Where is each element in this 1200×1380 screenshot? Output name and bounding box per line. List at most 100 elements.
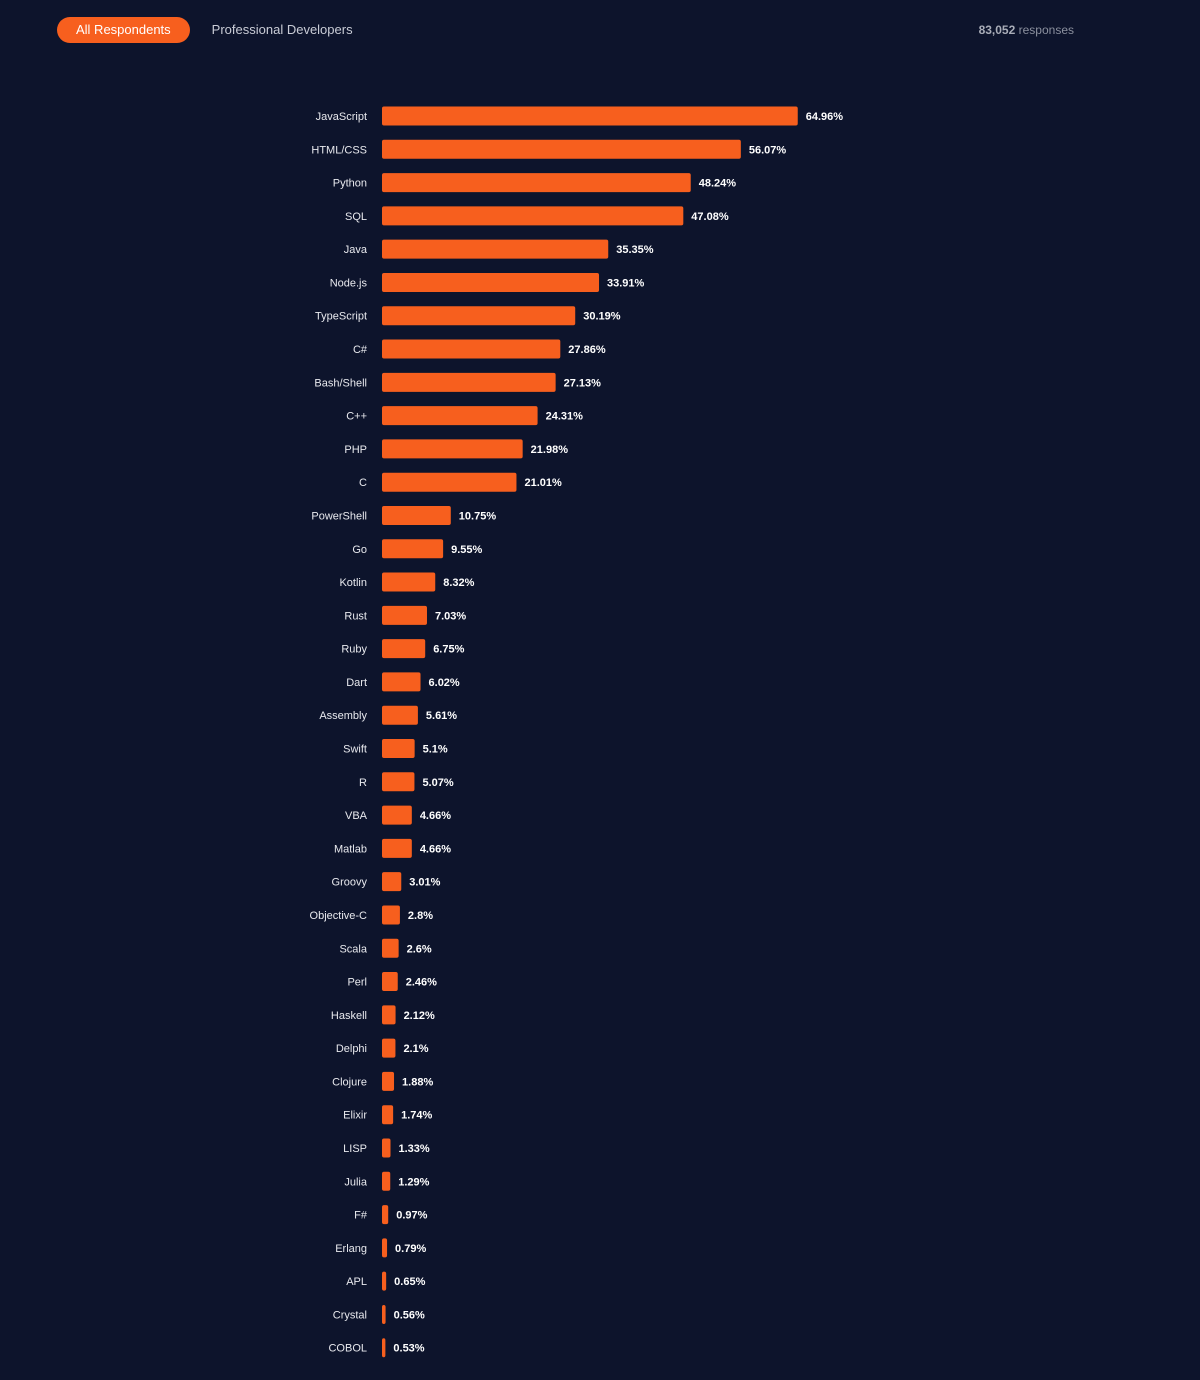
bar[interactable] <box>382 772 415 792</box>
responses-count: 83,052 responses <box>979 23 1074 37</box>
value-label: 8.32% <box>443 577 474 589</box>
category-label: Java <box>344 244 368 256</box>
category-label: C# <box>353 344 368 356</box>
value-label: 21.98% <box>531 444 569 456</box>
category-label: Crystal <box>333 1309 367 1321</box>
category-label: Kotlin <box>339 577 367 589</box>
category-label: COBOL <box>328 1343 367 1355</box>
value-label: 6.02% <box>429 677 460 689</box>
value-label: 7.03% <box>435 610 466 622</box>
tab-all-respondents[interactable]: All Respondents <box>57 17 190 43</box>
value-label: 5.07% <box>422 777 453 789</box>
bar[interactable] <box>382 1105 394 1125</box>
value-label: 21.01% <box>524 477 562 489</box>
category-label: F# <box>354 1210 368 1222</box>
category-label: Elixir <box>343 1110 367 1122</box>
bar[interactable] <box>382 206 684 226</box>
value-label: 48.24% <box>699 178 737 190</box>
bar[interactable] <box>382 1338 386 1358</box>
bar[interactable] <box>382 605 427 625</box>
bar[interactable] <box>382 739 415 759</box>
value-label: 24.31% <box>546 411 584 423</box>
bar[interactable] <box>382 572 436 592</box>
bar[interactable] <box>382 1138 391 1158</box>
bar[interactable] <box>382 439 523 459</box>
bar[interactable] <box>382 1238 388 1258</box>
bar[interactable] <box>382 1038 396 1058</box>
bar[interactable] <box>382 139 741 159</box>
value-label: 35.35% <box>616 244 654 256</box>
bar[interactable] <box>382 306 576 326</box>
category-label: Erlang <box>335 1243 367 1255</box>
bar[interactable] <box>382 406 538 426</box>
bar[interactable] <box>382 938 399 958</box>
category-label: Swift <box>343 744 367 756</box>
bar[interactable] <box>382 1304 386 1324</box>
value-label: 0.79% <box>395 1243 426 1255</box>
category-label: LISP <box>343 1143 367 1155</box>
bar[interactable] <box>382 539 444 559</box>
category-label: JavaScript <box>316 111 367 123</box>
category-label: Go <box>352 544 367 556</box>
bar[interactable] <box>382 272 600 292</box>
value-label: 64.96% <box>806 111 844 123</box>
bar[interactable] <box>382 1271 387 1291</box>
category-label: APL <box>346 1276 367 1288</box>
category-label: C++ <box>346 411 367 423</box>
value-label: 2.12% <box>404 1010 435 1022</box>
value-label: 6.75% <box>433 644 464 656</box>
value-label: 5.1% <box>423 744 448 756</box>
category-label: PowerShell <box>311 510 367 522</box>
bar[interactable] <box>382 239 609 259</box>
category-label: SQL <box>345 211 367 223</box>
category-label: Delphi <box>336 1043 367 1055</box>
bar[interactable] <box>382 1205 389 1225</box>
value-label: 30.19% <box>583 311 621 323</box>
category-label: VBA <box>345 810 368 822</box>
bar[interactable] <box>382 505 451 525</box>
category-label: Scala <box>339 943 367 955</box>
category-label: Assembly <box>319 710 367 722</box>
value-label: 56.07% <box>749 144 787 156</box>
category-label: Julia <box>344 1176 368 1188</box>
bar[interactable] <box>382 372 556 392</box>
value-label: 1.74% <box>401 1110 432 1122</box>
category-label: R <box>359 777 367 789</box>
category-label: Matlab <box>334 843 367 855</box>
bar[interactable] <box>382 339 561 359</box>
bar[interactable] <box>382 173 691 193</box>
bar[interactable] <box>382 805 412 825</box>
category-label: Node.js <box>330 277 368 289</box>
value-label: 0.53% <box>393 1343 424 1355</box>
category-label: Objective-C <box>310 910 368 922</box>
value-label: 1.33% <box>399 1143 430 1155</box>
tab-professional-developers[interactable]: Professional Developers <box>211 22 353 37</box>
bar[interactable] <box>382 905 400 925</box>
bar[interactable] <box>382 972 398 992</box>
category-label: Dart <box>346 677 367 689</box>
category-label: Bash/Shell <box>314 377 367 389</box>
value-label: 3.01% <box>409 877 440 889</box>
bar[interactable] <box>382 1171 391 1191</box>
value-label: 2.1% <box>403 1043 428 1055</box>
responses-number: 83,052 <box>978 23 1016 37</box>
value-label: 27.86% <box>568 344 606 356</box>
bar[interactable] <box>382 672 421 692</box>
category-label: Haskell <box>331 1010 367 1022</box>
value-label: 5.61% <box>426 710 457 722</box>
value-label: 2.46% <box>406 977 437 989</box>
bar[interactable] <box>382 705 418 725</box>
value-label: 0.65% <box>394 1276 425 1288</box>
bar[interactable] <box>382 872 402 892</box>
bar[interactable] <box>382 1071 395 1091</box>
category-label: C <box>359 477 367 489</box>
value-label: 9.55% <box>451 544 482 556</box>
bar[interactable] <box>382 838 412 858</box>
bar[interactable] <box>382 472 517 492</box>
value-label: 10.75% <box>459 510 497 522</box>
respondent-tabs: All Respondents Professional Developers <box>57 17 356 43</box>
bar[interactable] <box>382 1005 396 1025</box>
bar[interactable] <box>382 639 426 659</box>
bar[interactable] <box>382 106 798 126</box>
